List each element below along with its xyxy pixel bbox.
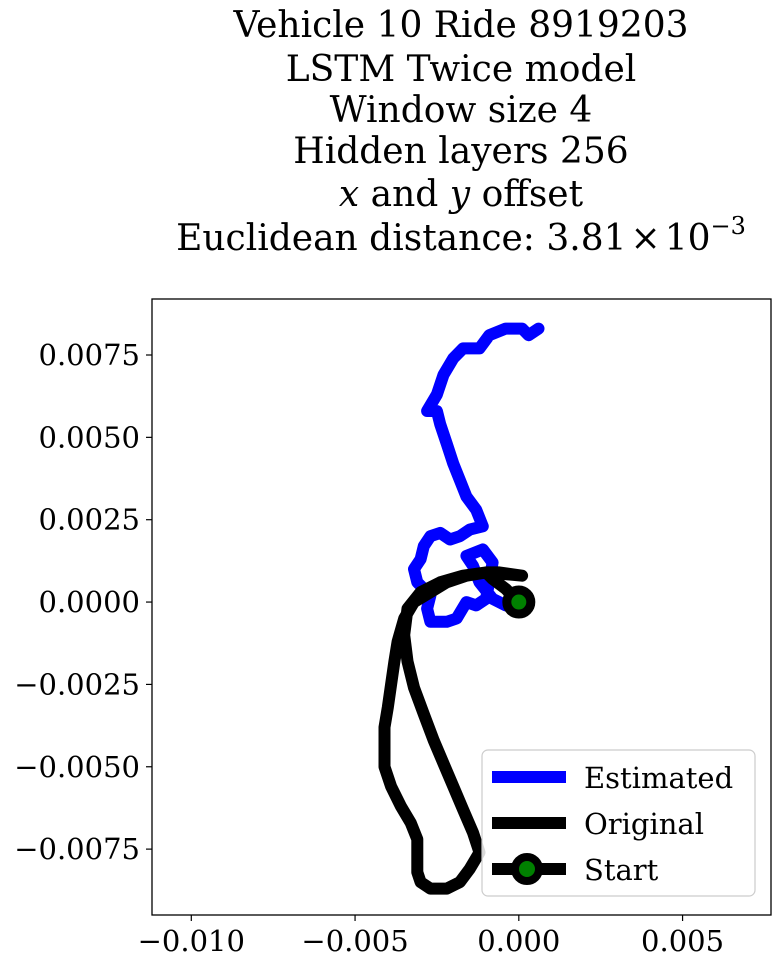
title-distance-base: 10 [665,218,711,259]
title-distance-times: × [631,218,661,259]
title-distance-prefix: Euclidean distance: [176,218,546,259]
series-layer [378,322,545,895]
start-marker [502,585,536,619]
title-distance-mantissa: 3.81 [546,218,626,259]
title-distance-exponent: −3 [711,212,746,240]
y-tick-label: 0.0050 [39,420,140,454]
y-axis: 0.0075 0.0050 0.0025 0.0000 −0.0025 −0.0050 −0… [14,338,152,866]
legend: Estimated Original Start [481,749,756,897]
y-tick-label: −0.0025 [14,667,140,701]
chart-title: Vehicle 10 Ride 8919203 LSTM Twice model… [176,5,746,259]
y-tick-label: −0.0050 [14,750,140,784]
y-tick-label: −0.0075 [14,832,140,866]
x-tick-label: 0.005 [641,924,724,958]
title-x-variable: x [339,174,359,215]
title-line-3: Window size 4 [330,90,593,131]
title-line-4: Hidden layers 256 [293,131,628,172]
y-tick-label: 0.0025 [39,503,140,537]
x-axis: −0.010 −0.005 0.000 0.005 [138,915,724,958]
marker-layer [502,585,536,619]
title-line-6: Euclidean distance: 3.81 × 10−3 [176,212,746,259]
plot-area: −0.010 −0.005 0.000 0.005 0.0075 0.0050 0.002… [14,298,772,958]
title-y-variable: y [448,174,471,215]
title-offset-word: offset [470,174,583,215]
plot-frame [151,298,772,916]
legend-start-label: Start [584,853,659,887]
title-and-word: and [359,174,450,215]
legend-estimated-label: Estimated [584,761,733,795]
legend-box [481,749,756,897]
y-tick-label: 0.0075 [39,338,140,372]
title-line-5: x and y offset [339,174,584,215]
title-line-2: LSTM Twice model [286,49,637,90]
y-tick-label: 0.0000 [39,585,140,619]
legend-original-label: Original [584,807,704,841]
series-line-original [378,566,529,895]
x-tick-label: −0.005 [301,924,408,958]
x-tick-label: 0.000 [477,924,560,958]
x-tick-label: −0.010 [138,924,245,958]
title-line-1: Vehicle 10 Ride 8919203 [232,5,688,46]
legend-start-marker [511,853,543,885]
